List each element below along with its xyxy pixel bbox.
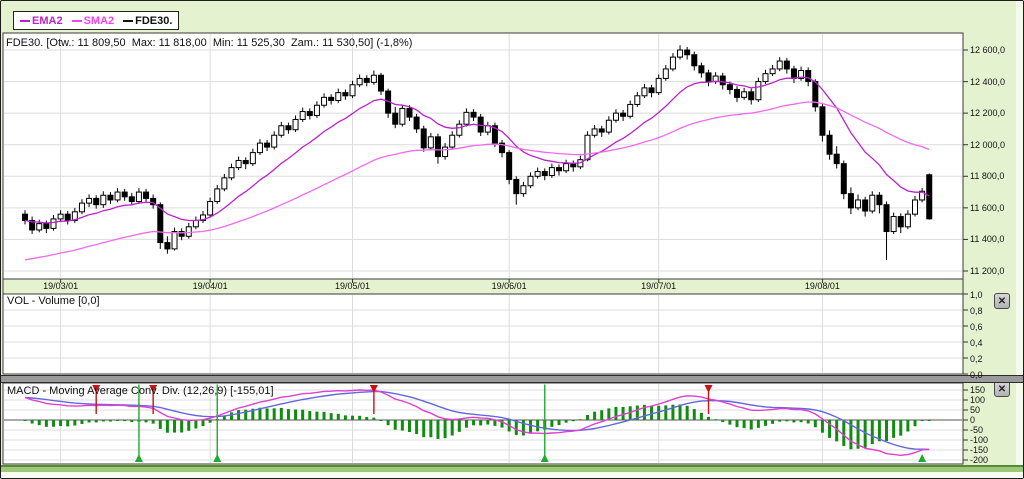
macd-axis-tick-label: -50 [970, 425, 984, 435]
volume-panel-title: VOL - Volume [0,0] [7, 295, 100, 307]
ema2-line [24, 76, 930, 224]
legend: EMA2 SMA2 FDE30. [13, 11, 180, 30]
price-axis-tick-label: 11 600,0 [970, 202, 1005, 213]
macd-axis-tick-label: 0 [970, 415, 976, 425]
volume-axis-tick-label: 0,4 [970, 338, 983, 348]
bottom-green-band [1, 467, 1023, 472]
close-icon: ✕ [997, 295, 1007, 307]
macd-axis-tick-label: 50 [970, 405, 981, 415]
price-axis-tick-label: 11 200,0 [970, 266, 1005, 276]
legend-item-ema2: EMA2 [20, 15, 63, 27]
legend-item-fde30: FDE30. [123, 15, 172, 27]
legend-label-ema2: EMA2 [32, 14, 63, 27]
candlesticks [22, 45, 933, 260]
macd-axis-tick-label: 150 [970, 385, 986, 395]
bottom-white-strip [1, 472, 1023, 478]
bottom-divider-line [1, 465, 1023, 467]
date-axis-tick-label: 19/08/01 [804, 281, 840, 291]
price-axis-tick-label: 11 800,0 [970, 171, 1005, 182]
close-icon: ✕ [997, 383, 1007, 395]
date-axis-tick-label: 19/04/01 [192, 281, 228, 291]
price-axis-tick-label: 12 400,0 [970, 76, 1006, 87]
price-axis-tick-label: 12 600,0 [970, 45, 1006, 55]
panel-backgrounds [3, 33, 963, 464]
buy-sell-signal-markers [92, 384, 927, 462]
price-axis-tick-label: 11 400,0 [970, 234, 1005, 245]
ema2-color-dash-icon [20, 19, 30, 22]
sma2-color-dash-icon [71, 19, 82, 22]
volume-panel-close-button[interactable]: ✕ [994, 293, 1010, 309]
volume-axis-tick-label: 0,2 [970, 354, 983, 364]
macd-axis-tick-label: 100 [970, 395, 986, 405]
legend-label-fde30: FDE30. [135, 14, 173, 27]
window-right-edge [1016, 1, 1023, 478]
legend-item-sma2: SMA2 [71, 14, 115, 27]
volume-axis-tick-label: 0,0 [970, 370, 983, 380]
fde30-color-dash-icon [123, 19, 134, 22]
price-axis-tick-label: 12 200,0 [970, 108, 1006, 119]
macd-lines [24, 389, 930, 457]
macd-axis-tick-label: -200 [970, 455, 989, 465]
macd-panel-title: MACD - Moving Average Conv. Div. (12,26,… [7, 385, 274, 397]
volume-axis-tick-label: 0,6 [970, 322, 983, 332]
date-axis-tick-label: 19/07/01 [641, 281, 677, 291]
quote-info-line: FDE30. [Otw.: 11 809,50 Max: 11 818,00 M… [6, 37, 413, 49]
macd-panel-close-button[interactable]: ✕ [994, 381, 1010, 397]
sma2-line [24, 101, 930, 261]
price-axis-tick-label: 12 000,0 [970, 139, 1006, 150]
volume-axis-tick-label: 1,0 [970, 290, 983, 300]
date-axis-tick-label: 19/06/01 [491, 281, 527, 291]
date-axis-tick-label: 19/05/01 [334, 281, 371, 291]
volume-axis-tick-label: 0,8 [970, 306, 983, 316]
date-axis-tick-label: 19/03/01 [43, 281, 79, 291]
panel-splitter-handle[interactable] [1, 375, 1023, 383]
panel-borders [2, 32, 964, 465]
legend-label-sma2: SMA2 [83, 14, 115, 27]
macd-histogram [23, 404, 931, 450]
macd-axis-tick-label: -150 [970, 445, 989, 455]
macd-axis-tick-label: -100 [970, 435, 989, 445]
